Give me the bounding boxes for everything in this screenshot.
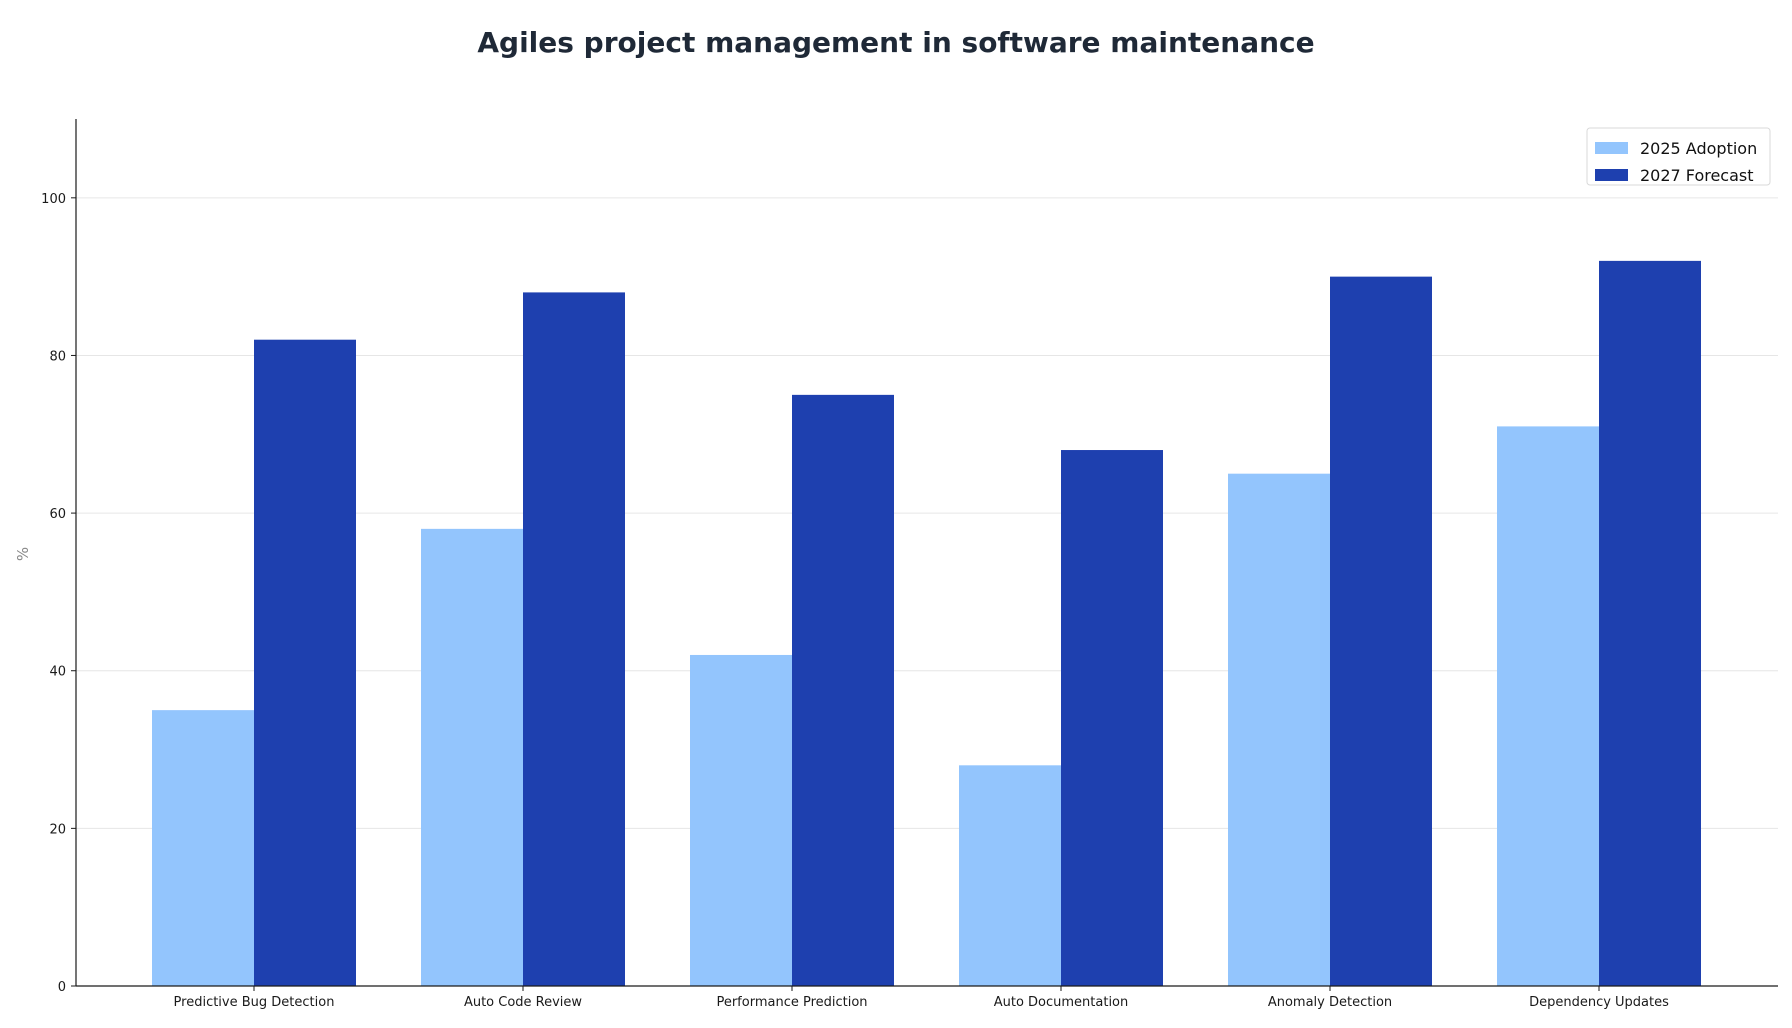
y-axis-label: % [14,547,32,561]
legend-swatch [1595,169,1628,181]
bar-adoption-2025 [1228,473,1330,986]
y-tick-label: 100 [41,192,66,207]
bar-adoption-2025 [1497,426,1599,987]
x-tick-label: Auto Documentation [994,995,1129,1010]
y-tick-label: 60 [49,507,66,522]
x-tick-label: Predictive Bug Detection [174,995,335,1010]
bars [152,260,1701,987]
bar-forecast-2027 [792,394,894,986]
x-tick-label: Anomaly Detection [1268,995,1392,1010]
bar-forecast-2027 [1599,260,1701,986]
bar-forecast-2027 [1061,450,1163,986]
x-tick-label: Dependency Updates [1529,995,1669,1010]
x-tick-label: Auto Code Review [464,995,582,1010]
bar-adoption-2025 [690,654,792,986]
bar-forecast-2027 [254,339,356,986]
x-tick-label: Performance Prediction [716,995,867,1010]
bar-adoption-2025 [959,765,1061,986]
bar-adoption-2025 [152,710,254,986]
y-tick-label: 80 [49,349,66,364]
y-tick-label: 20 [49,822,66,837]
x-tick-labels: Predictive Bug Detection Auto Code Review… [174,986,1669,1010]
y-tick-label: 40 [49,665,66,680]
legend-box [1586,127,1771,186]
axes [75,119,1778,987]
bar-adoption-2025 [421,528,523,986]
legend-label: 2027 Forecast [1640,166,1754,185]
legend: 2025 Adoption 2027 Forecast [1586,127,1771,186]
y-tick-labels: 0 20 40 60 80 100 [41,192,76,995]
bar-forecast-2027 [523,292,625,986]
y-tick-label: 0 [58,980,66,995]
bar-forecast-2027 [1330,276,1432,986]
chart-title: Agiles project management in software ma… [477,26,1314,59]
gridlines [76,197,1778,829]
legend-swatch [1595,142,1628,154]
legend-label: 2025 Adoption [1640,139,1757,158]
